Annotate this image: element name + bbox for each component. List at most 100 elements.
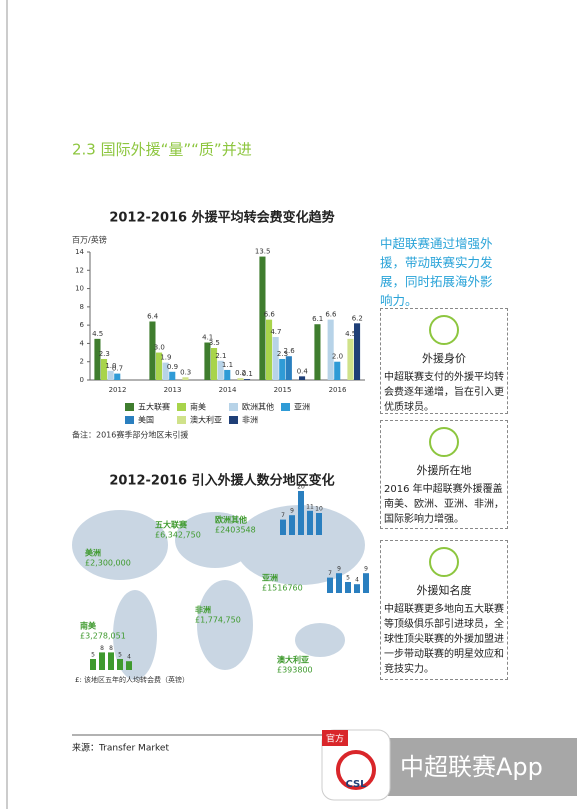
legend-swatch (177, 403, 186, 411)
region-fee: £1,774,750 (195, 616, 241, 625)
value-label: 1.0 (105, 362, 116, 370)
bar (182, 377, 189, 380)
badge-bg (322, 730, 348, 746)
value-label: 4.7 (270, 328, 281, 336)
bar (285, 356, 292, 380)
watermark-band (388, 738, 577, 796)
region-fee: £393800 (277, 666, 313, 675)
count-bar (117, 659, 123, 670)
box-text: 中超联赛更多地向五大联赛等顶级俱乐部引进球员，全球性顶尖联赛的外援加盟进一步带动… (384, 604, 504, 675)
legend-label: 五大联赛 (138, 402, 170, 412)
value-label: 0.7 (112, 365, 123, 373)
count-label: 9 (290, 508, 294, 515)
count-bar (336, 573, 342, 593)
count-bar (126, 661, 132, 670)
info-box: 外援所在地 2016 年中超联赛外援覆盖南美、欧洲、亚洲、非洲，国际影响力增强。 (380, 420, 508, 529)
chart-title: 2012-2016 外援平均转会费变化趋势 (109, 210, 334, 226)
bar (101, 358, 108, 380)
y-tick-label: 10 (75, 285, 84, 293)
region-name: 美洲 (85, 548, 101, 558)
count-bar (316, 513, 322, 535)
count-bar (90, 659, 96, 670)
x-tick-label: 2014 (219, 386, 237, 394)
bar (347, 338, 354, 380)
bar (169, 371, 176, 380)
count-label: 5 (118, 652, 122, 659)
info-box: 外援身价 中超联赛支付的外援平均转会费逐年递增，旨在引入更优质球员。 (380, 308, 508, 414)
value-label: 3.5 (209, 339, 220, 347)
bar (299, 376, 306, 380)
y-tick-label: 2 (80, 358, 84, 366)
bar (354, 323, 361, 380)
bar (107, 370, 114, 380)
map-footnote: £: 该地区五年的人均转会费（英镑） (75, 675, 189, 684)
icon (429, 547, 459, 577)
world-map (72, 505, 365, 680)
region-fee: £2403548 (215, 526, 256, 535)
legend-swatch (229, 416, 238, 424)
region-fee: £6,342,750 (155, 531, 201, 540)
bar (114, 373, 121, 380)
sidebar-headline: 中超联赛通过增强外援，带动联赛实力发展，同时拓展海外影响力。 (380, 236, 493, 308)
value-label: 13.5 (255, 248, 271, 256)
count-bar (345, 582, 351, 593)
value-label: 2.6 (284, 347, 296, 355)
count-bar (307, 510, 313, 535)
region-fee: £3,278,051 (80, 632, 126, 641)
bar (156, 352, 163, 380)
region-name: 澳大利亚 (277, 655, 309, 665)
source: 来源：Transfer Market (72, 743, 169, 754)
value-label: 4.1 (202, 334, 213, 342)
count-label: 9 (337, 566, 341, 573)
logo-ring (336, 750, 376, 790)
bar (327, 319, 334, 380)
count-label: 10 (315, 506, 323, 513)
region-fee: £2,300,000 (85, 559, 131, 568)
count-bar (298, 491, 304, 535)
value-label: 2.3 (277, 350, 288, 358)
box-title: 外援身价 (422, 352, 466, 365)
count-bar (108, 652, 114, 670)
count-label: 8 (109, 645, 113, 652)
value-label: 6.1 (312, 315, 323, 323)
bar (94, 338, 101, 380)
region-name: 亚洲 (262, 574, 278, 583)
app-name: 中超联赛App (400, 753, 543, 781)
count-bar (99, 652, 105, 670)
count-label: 9 (364, 566, 368, 573)
legend-label: 南美 (190, 402, 206, 412)
bar (211, 348, 218, 380)
count-bar (289, 515, 295, 535)
count-label: 4 (127, 654, 131, 661)
note: 备注：2016赛季部分地区未引援 (72, 430, 188, 440)
legend-swatch (125, 416, 134, 424)
bar (334, 361, 341, 380)
region-name: 南美 (80, 621, 97, 631)
legend-label: 美国 (138, 415, 154, 425)
section-title: 2.3 国际外援“量”“质”并进 (72, 141, 252, 159)
bar (272, 337, 279, 380)
value-label: 6.6 (325, 311, 337, 319)
bar (259, 256, 266, 380)
icon (429, 315, 459, 345)
y-tick-label: 6 (80, 321, 85, 329)
y-tick-label: 14 (75, 248, 84, 256)
count-label: 20 (297, 484, 305, 491)
x-tick-label: 2015 (274, 386, 292, 394)
value-label: 1.1 (222, 361, 233, 369)
bar (244, 379, 251, 380)
region-name: 非洲 (195, 605, 211, 615)
x-tick-label: 2012 (109, 386, 127, 394)
x-tick-label: 2013 (164, 386, 182, 394)
legend-label: 澳大利亚 (190, 415, 222, 425)
y-tick-label: 8 (80, 303, 84, 311)
value-label: 4.5 (92, 330, 103, 338)
count-bar (327, 577, 333, 593)
value-label: 2.3 (99, 350, 110, 358)
region-name: 五大联赛 (155, 520, 188, 530)
count-bar (354, 584, 360, 593)
bar (162, 362, 169, 380)
y-tick-label: 0 (80, 376, 84, 384)
